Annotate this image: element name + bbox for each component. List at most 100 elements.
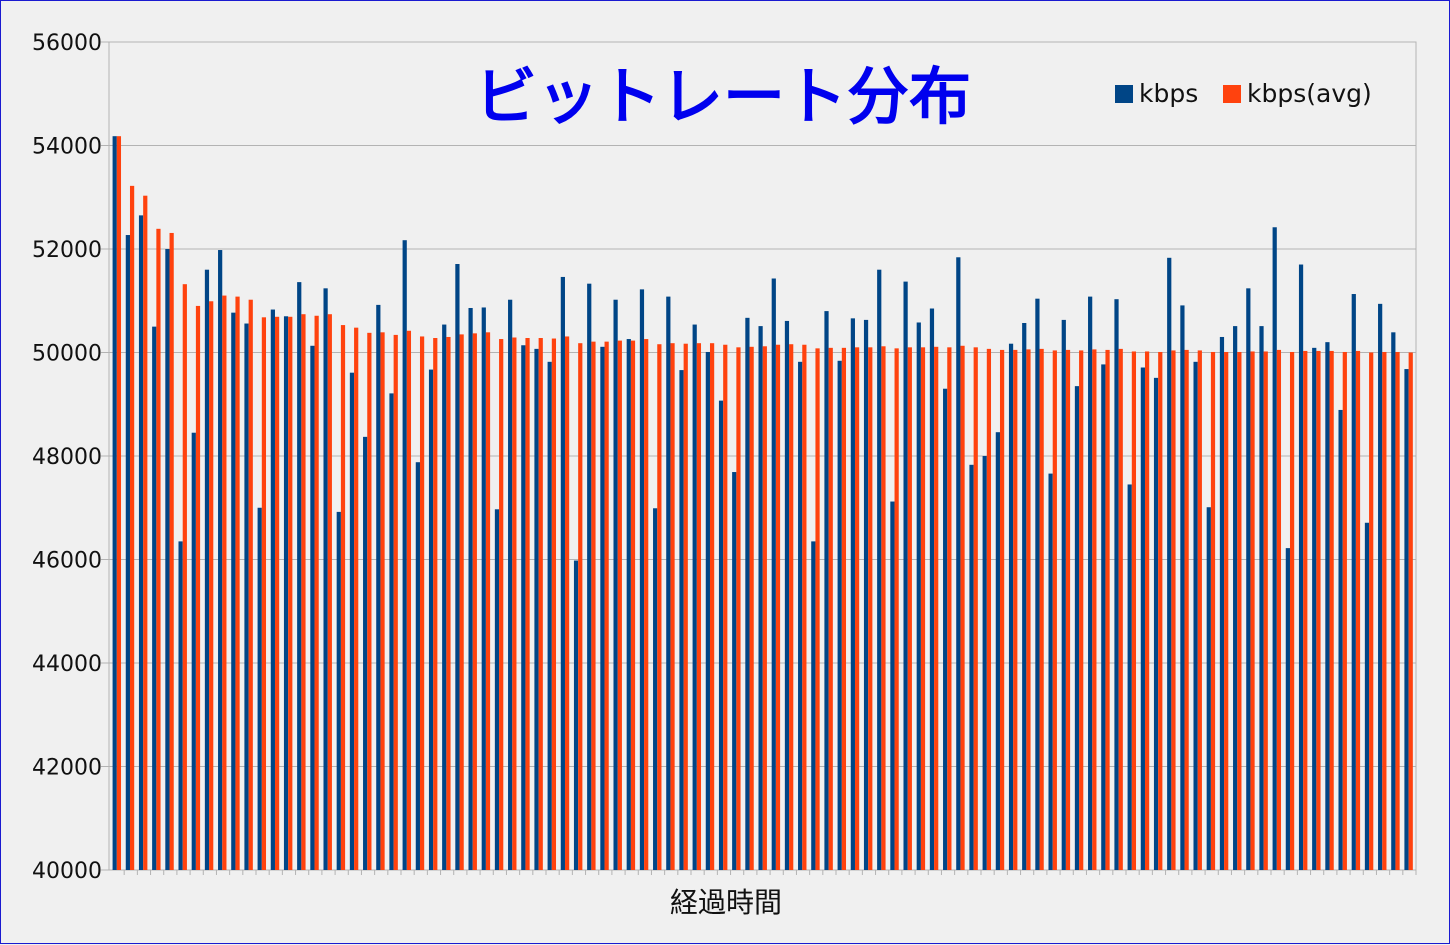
bar-kbps [982,456,987,870]
bar-kbps [1206,507,1211,870]
bar-kbps [521,345,526,870]
bar-kbps [1114,299,1119,870]
bar-kbps [732,472,737,870]
bar-kbps-avg [1079,350,1084,870]
bar-kbps [455,264,460,870]
y-tick-label: 42000 [32,756,102,781]
bar-kbps-avg [143,195,148,870]
y-tick-label: 40000 [32,859,102,884]
bar-kbps [1140,367,1145,870]
legend-swatch-kbps-avg [1223,85,1241,103]
bar-kbps [1364,522,1370,870]
bar-kbps-avg [564,336,570,870]
bar-kbps-avg [472,333,477,870]
bar-kbps [231,312,236,871]
bar-kbps [679,370,684,870]
bar-kbps [837,360,842,870]
y-tick-label: 44000 [32,652,102,677]
bar-kbps [1285,548,1290,870]
bar-kbps-avg [973,347,978,870]
bar-kbps-avg [802,344,807,870]
bar-kbps [508,299,513,871]
bar-kbps [191,432,196,870]
bar-kbps [1180,305,1185,871]
legend-label-kbps: kbps [1139,79,1198,108]
bar-kbps [1153,377,1159,870]
bar-kbps [811,541,816,870]
bar-kbps-avg [934,346,939,870]
bar-kbps [1008,343,1014,870]
bar-kbps-avg [920,347,926,870]
bar-kbps-avg [1026,349,1031,870]
bar-kbps [1048,473,1053,870]
bar-kbps-avg [947,347,952,870]
bar-kbps-avg [1131,351,1137,871]
bar-kbps-avg [116,136,122,870]
bar-kbps-avg [1355,350,1361,870]
bar-kbps [1167,257,1172,870]
bar-kbps-avg [1197,350,1202,870]
y-tick-labels: 56000 54000 52000 50000 48000 46000 44000 42000… [32,31,102,884]
bar-kbps [534,348,539,870]
bar-kbps-avg [815,348,820,870]
bar-kbps-avg [1092,349,1097,870]
bar-kbps [969,464,974,870]
bar-kbps [323,288,328,871]
bar-kbps-avg [538,338,543,870]
bar-kbps [1101,364,1106,870]
bar-kbps [771,278,776,870]
bar-kbps-avg [1289,351,1295,870]
bar-kbps [956,257,961,870]
bar-kbps [863,319,869,871]
bar-kbps [1233,326,1238,870]
bar-kbps [745,317,750,870]
bar-kbps [929,308,935,870]
bar-kbps-avg [1039,348,1044,870]
bar-kbps [349,372,355,870]
bar-kbps-avg [907,347,912,870]
bar-kbps [1022,323,1027,870]
bar-kbps-avg [340,325,346,870]
bar-kbps [1312,347,1317,870]
bar-kbps-avg [591,341,596,870]
bar-kbps [152,326,157,870]
bar-kbps-avg [393,334,398,870]
bar-kbps [1074,386,1080,870]
bar-kbps-avg [459,334,464,870]
bar-kbps-avg [354,327,359,870]
bar-kbps [1298,264,1304,870]
bar-kbps-avg [1105,349,1110,871]
bar-kbps-avg [499,339,504,870]
bar-kbps-avg [156,228,161,870]
bar-kbps-avg [1250,351,1255,871]
bar-kbps-avg [986,348,992,870]
bar-kbps [389,393,394,870]
bar-kbps [112,136,117,870]
y-tick-label: 56000 [32,31,102,56]
bar-kbps-avg [419,336,425,870]
bar-kbps [270,309,275,870]
bar-kbps-avg [1158,351,1163,870]
bar-kbps [943,388,948,870]
bar-kbps [428,369,434,870]
bar-kbps [1404,369,1409,870]
bar-kbps [1061,319,1066,871]
bar-kbps [244,323,249,870]
y-tick-label: 54000 [32,135,102,160]
bar-kbps-avg [380,332,385,870]
bar-kbps [442,324,447,870]
bar-kbps [204,269,210,870]
bar-kbps-avg [1144,351,1150,871]
bar-kbps [705,351,710,870]
bars [112,136,1413,871]
bar-kbps [877,269,882,870]
bar-kbps [138,215,144,871]
bar-kbps-avg [485,332,491,870]
bar-kbps-avg [327,314,332,871]
legend-label-kbps-avg: kbps(avg) [1247,79,1372,108]
bar-kbps-avg [1052,350,1057,870]
bar-kbps-avg [551,338,557,871]
bar-kbps-avg [696,343,702,870]
bar-kbps-avg [1237,351,1242,870]
